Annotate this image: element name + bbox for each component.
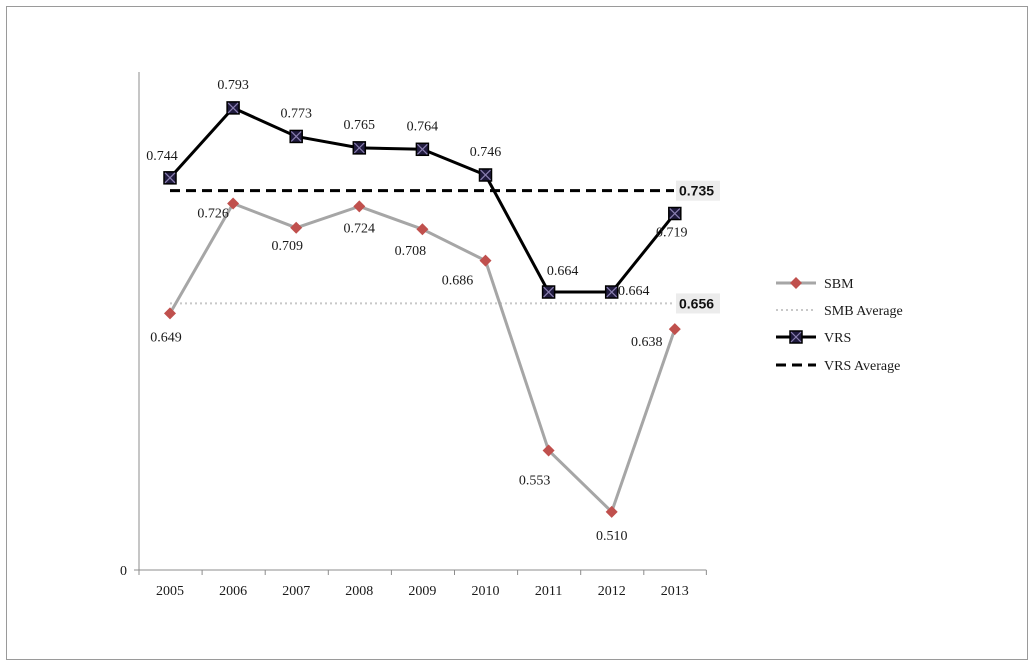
x-tick-label: 2008 — [345, 584, 373, 599]
data-label: 0.664 — [618, 284, 650, 299]
data-point — [290, 221, 303, 234]
data-point — [164, 307, 176, 320]
data-label: 0.765 — [344, 118, 376, 133]
legend-label: VRS Average — [824, 359, 900, 374]
data-label: 0.719 — [656, 226, 688, 241]
data-label: 0.746 — [470, 145, 502, 160]
data-point — [352, 141, 367, 155]
legend-marker-vrs — [789, 330, 803, 344]
data-label: 0.793 — [217, 78, 249, 93]
x-tick-label: 2007 — [282, 584, 310, 599]
x-tick-label: 2009 — [408, 584, 436, 599]
average-label-box — [676, 293, 720, 314]
data-label: 0.764 — [407, 119, 439, 134]
legend-label: SMB Average — [824, 304, 903, 319]
chart-frame — [6, 6, 1028, 660]
average-label-box — [676, 180, 720, 201]
data-label: 0.686 — [442, 274, 474, 289]
data-label: 0.708 — [395, 244, 427, 259]
data-point — [668, 206, 682, 221]
data-point — [541, 285, 556, 299]
data-label: 0.649 — [150, 330, 182, 345]
x-tick-label: 2013 — [661, 584, 689, 599]
data-label: 0.553 — [519, 473, 551, 488]
data-point — [226, 101, 240, 115]
data-label: 0.638 — [631, 335, 663, 350]
legend-marker-sbm — [790, 277, 802, 289]
x-tick-label: 2010 — [472, 584, 500, 599]
data-label: 0.724 — [344, 221, 376, 236]
data-label: 0.773 — [280, 106, 312, 121]
x-tick-label: 2012 — [598, 584, 626, 599]
x-tick-label: 2005 — [156, 584, 184, 599]
data-label: 0.664 — [547, 264, 579, 279]
data-point — [415, 142, 430, 157]
data-label: 0.709 — [271, 239, 303, 254]
data-label: 0.744 — [146, 149, 178, 164]
data-point — [604, 285, 619, 299]
data-label: 0.726 — [197, 207, 229, 222]
x-tick-label: 2006 — [219, 584, 247, 599]
data-point — [479, 254, 492, 267]
x-tick-label: 2011 — [535, 584, 562, 599]
data-point — [605, 505, 618, 518]
data-point — [668, 323, 681, 336]
data-point — [542, 444, 555, 457]
legend-label: VRS — [824, 331, 851, 346]
average-label: 0.735 — [679, 183, 714, 199]
average-label: 0.656 — [679, 295, 714, 311]
data-point — [416, 223, 429, 236]
series-line — [168, 106, 676, 294]
data-point — [353, 200, 366, 213]
legend-label: SBM — [824, 277, 854, 292]
data-label: 0.510 — [596, 529, 628, 544]
data-point — [227, 197, 240, 210]
data-point — [163, 171, 177, 185]
data-point — [478, 168, 493, 182]
y-tick-label: 0 — [120, 564, 127, 579]
data-point — [289, 129, 303, 144]
